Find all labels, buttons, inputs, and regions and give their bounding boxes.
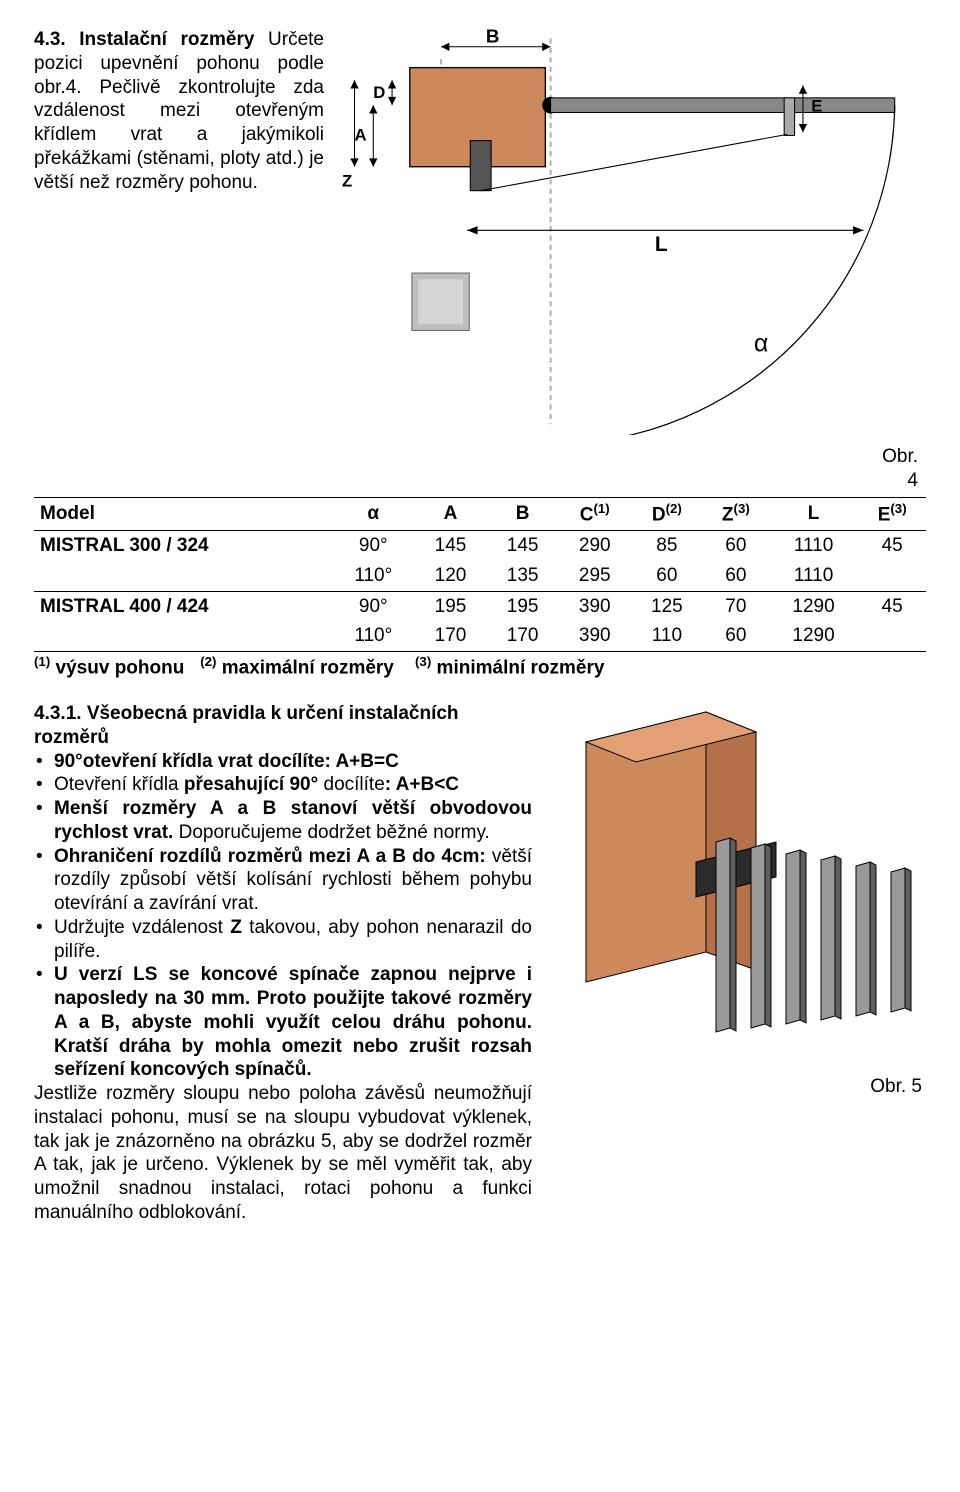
table-row: 110° 170 170 390 110 60 1290	[34, 621, 926, 651]
figure-4-caption: Obr.4	[34, 445, 918, 493]
table-footnotes: (1) výsuv pohonu (2) maximální rozměry (…	[34, 654, 926, 680]
svg-text:L: L	[655, 233, 668, 256]
figure-4: L α B D A Z Z	[342, 28, 926, 441]
figure-5-caption: Obr. 5	[546, 1075, 922, 1099]
th-model: Model	[34, 497, 332, 530]
th-E: E(3)	[858, 497, 926, 530]
th-D: D(2)	[631, 497, 703, 530]
section-4-3-title: 4.3. Instalační rozměry	[34, 29, 254, 50]
list-item: Ohraničení rozdílů rozměrů mezi A a B do…	[34, 845, 532, 916]
th-A: A	[414, 497, 486, 530]
th-C: C(1)	[559, 497, 631, 530]
th-B: B	[487, 497, 559, 530]
table-row: 110° 120 135 295 60 60 1110	[34, 561, 926, 591]
svg-text:B: B	[486, 28, 500, 47]
figure-5: Obr. 5	[546, 702, 926, 1099]
diagram-fig5-svg	[546, 702, 926, 1062]
list-item: 90°otevření křídla vrat docílíte: A+B=C	[34, 750, 532, 774]
rules-list: 90°otevření křídla vrat docílíte: A+B=C …	[34, 750, 532, 1083]
svg-text:A: A	[355, 126, 367, 145]
table-row: MISTRAL 300 / 324 90° 145 145 290 85 60 …	[34, 531, 926, 561]
list-item: Udržujte vzdálenost Z takovou, aby pohon…	[34, 916, 532, 964]
svg-text:E: E	[811, 96, 822, 115]
list-item: Menší rozměry A a B stanoví větší obvodo…	[34, 797, 532, 845]
list-item: U verzí LS se koncové spínače zapnou nej…	[34, 963, 532, 1082]
dimensions-table: Model α A B C(1) D(2) Z(3) L E(3) MISTRA…	[34, 497, 926, 652]
svg-text:D: D	[373, 83, 385, 102]
table-row: MISTRAL 400 / 424 90° 195 195 390 125 70…	[34, 591, 926, 621]
section-4-3-body: Určete pozici upevnění pohonu podle obr.…	[34, 29, 324, 193]
svg-text:α: α	[754, 329, 768, 357]
section-4-3-text: 4.3. Instalační rozměry Určete pozici up…	[34, 28, 324, 194]
section-4-3-1-title: 4.3.1. Všeobecná pravidla k určení insta…	[34, 702, 532, 750]
svg-text:Z: Z	[342, 172, 352, 191]
table-header-row: Model α A B C(1) D(2) Z(3) L E(3)	[34, 497, 926, 530]
th-alpha: α	[332, 497, 414, 530]
th-Z: Z(3)	[703, 497, 769, 530]
th-L: L	[769, 497, 859, 530]
section-4-3-1-tail: Jestliže rozměry sloupu nebo poloha závě…	[34, 1082, 532, 1225]
list-item: Otevření křídla přesahující 90° docílíte…	[34, 773, 532, 797]
diagram-fig4-svg: L α B D A Z Z	[342, 28, 926, 435]
